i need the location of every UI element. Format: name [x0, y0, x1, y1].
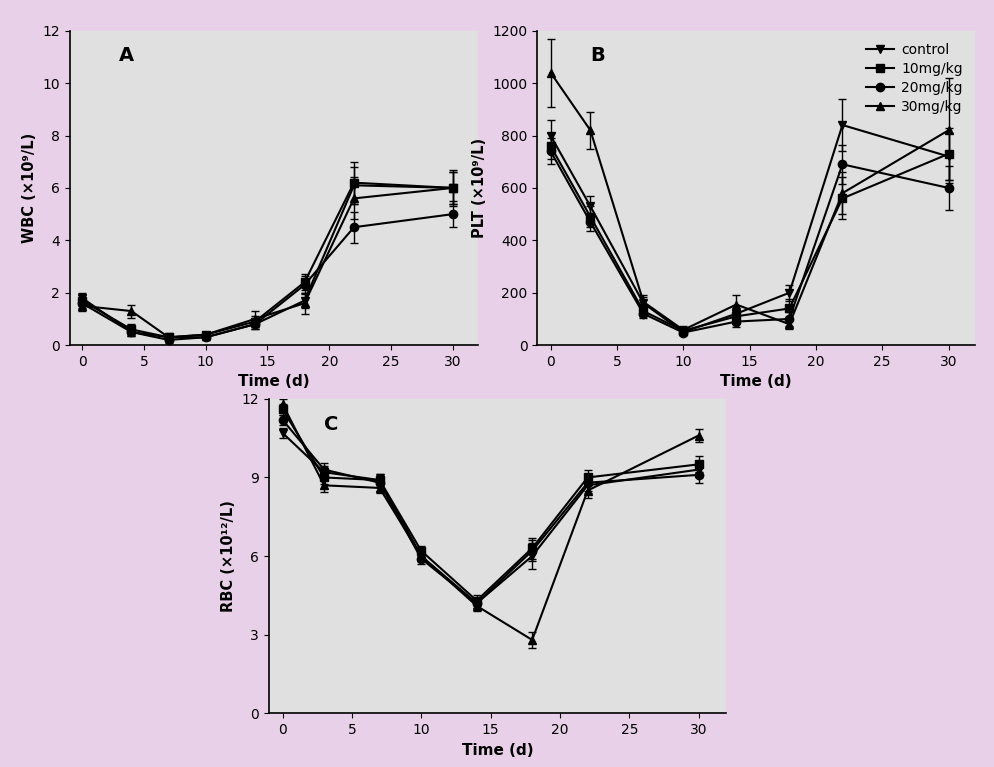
X-axis label: Time (d): Time (d) [461, 742, 533, 758]
Text: A: A [118, 47, 133, 65]
Text: C: C [323, 414, 338, 433]
X-axis label: Time (d): Time (d) [238, 374, 309, 390]
Y-axis label: RBC (×10¹²/L): RBC (×10¹²/L) [221, 500, 236, 612]
Y-axis label: PLT (×10⁹/L): PLT (×10⁹/L) [471, 138, 486, 238]
Legend: control, 10mg/kg, 20mg/kg, 30mg/kg: control, 10mg/kg, 20mg/kg, 30mg/kg [860, 38, 967, 120]
Text: B: B [589, 47, 604, 65]
X-axis label: Time (d): Time (d) [720, 374, 791, 390]
Y-axis label: WBC (×10⁹/L): WBC (×10⁹/L) [22, 133, 37, 243]
